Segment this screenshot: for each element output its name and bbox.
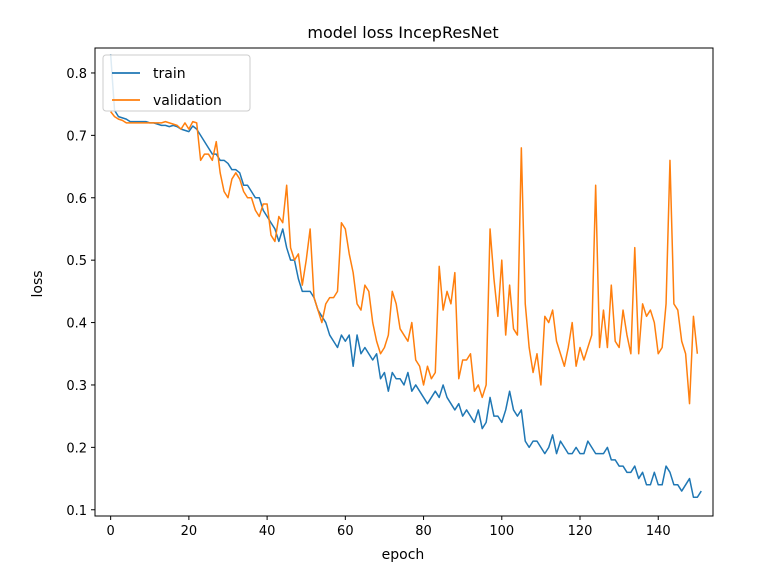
y-tick-label: 0.7 (66, 129, 87, 144)
series-line-train (109, 54, 702, 499)
x-tick-label: 20 (181, 524, 198, 539)
x-tick-label: 60 (337, 524, 354, 539)
x-tick-label: 80 (415, 524, 432, 539)
y-tick-label: 0.5 (66, 254, 87, 269)
y-axis-label: loss (30, 270, 46, 297)
y-tick-label: 0.1 (66, 504, 87, 519)
legend-label-train: train (153, 66, 186, 82)
x-tick-label: 120 (568, 524, 593, 539)
y-tick-label: 0.3 (66, 379, 87, 394)
y-tick-label: 0.8 (66, 67, 87, 82)
x-tick-label: 100 (489, 524, 514, 539)
y-tick-label: 0.2 (66, 441, 87, 456)
x-axis-label: epoch (382, 547, 425, 563)
x-tick-label: 0 (107, 524, 115, 539)
axes-frame (94, 47, 714, 517)
y-tick-label: 0.6 (66, 192, 87, 207)
legend: train validation (102, 54, 251, 112)
legend-box (102, 54, 251, 112)
y-tick-label: 0.4 (66, 317, 87, 332)
x-tick-label: 140 (646, 524, 671, 539)
x-tick-label: 40 (259, 524, 276, 539)
legend-label-validation: validation (153, 93, 222, 109)
axes: 0 20 40 60 80 100 120 140 0.1 0.2 0.3 0.4 0.5 0.6 0.7 0… (66, 47, 714, 539)
plot-area (109, 54, 702, 499)
chart-title: model loss IncepResNet (307, 23, 498, 42)
series-line-validation (110, 111, 699, 405)
